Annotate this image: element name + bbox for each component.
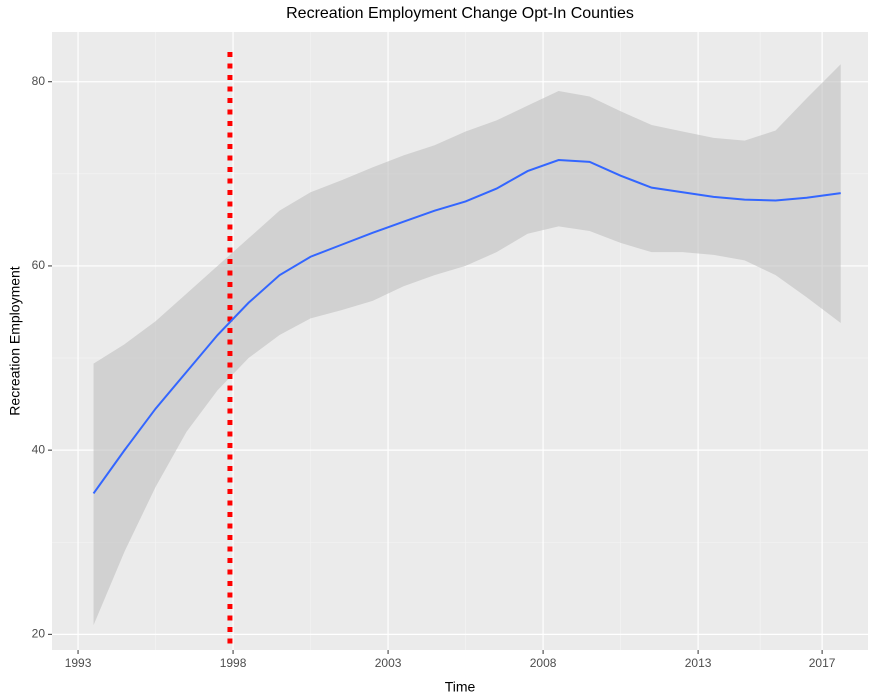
- trend-line: [92, 159, 841, 495]
- x-tick-label: 1993: [65, 656, 92, 670]
- y-axis-label: Recreation Employment: [7, 266, 23, 416]
- y-tick-label: 20: [32, 627, 46, 641]
- chart-title: Recreation Employment Change Opt-In Coun…: [286, 5, 634, 22]
- x-tick-label: 2013: [685, 656, 712, 670]
- x-tick-label: 2003: [375, 656, 402, 670]
- confidence-band: [93, 64, 841, 626]
- x-tick-label: 2017: [809, 656, 836, 670]
- y-tick-label: 80: [32, 74, 46, 88]
- x-tick-label: 1998: [220, 656, 247, 670]
- y-tick-label: 40: [32, 442, 46, 456]
- y-tick-label: 60: [32, 258, 46, 272]
- x-axis-label: Time: [445, 679, 476, 695]
- x-tick-label: 2008: [530, 656, 557, 670]
